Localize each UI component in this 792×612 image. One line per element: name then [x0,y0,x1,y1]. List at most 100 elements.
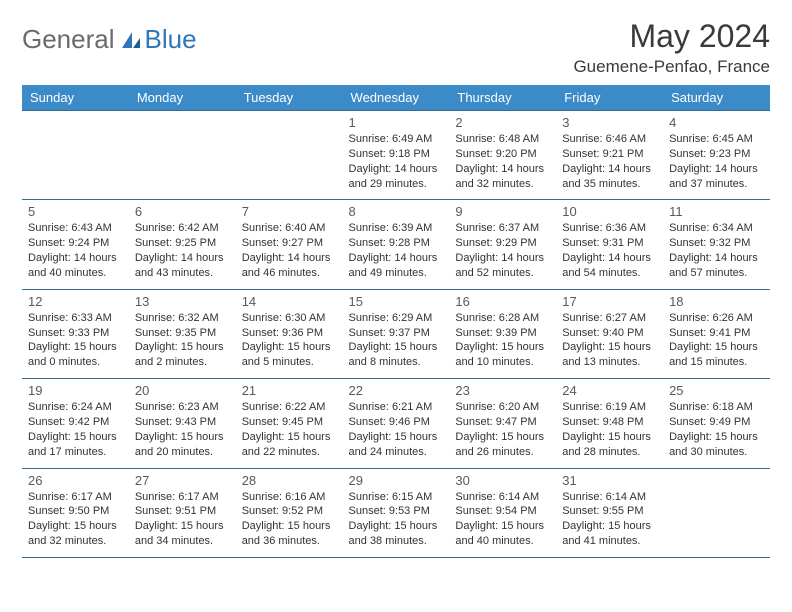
calendar-cell: 19 Sunrise: 6:24 AMSunset: 9:42 PMDayligh… [22,379,129,468]
day-number: 19 [28,383,123,398]
calendar-cell: 7Sunrise: 6:40 AMSunset: 9:27 PMDaylight… [236,200,343,289]
daylight-text: Daylight: 15 hours and 32 minutes. [28,519,123,549]
day-info: Sunrise: 6:45 AMSunset: 9:23 PMDaylight:… [669,132,764,191]
sunrise-text: Sunrise: 6:48 AM [455,132,550,147]
sunrise-text: Sunrise: 6:40 AM [242,221,337,236]
calendar-table: Sunday Monday Tuesday Wednesday Thursday… [22,85,770,558]
daylight-text: Daylight: 15 hours and 24 minutes. [349,430,444,460]
sunset-text: Sunset: 9:55 PM [562,504,657,519]
calendar-body: 1Sunrise: 6:49 AMSunset: 9:18 PMDaylight… [22,111,770,558]
sunset-text: Sunset: 9:29 PM [455,236,550,251]
day-info: Sunrise: 6:18 AMSunset: 9:49 PMDaylight:… [669,400,764,459]
sunrise-text: Sunrise: 6:27 AM [562,311,657,326]
sunrise-text: Sunrise: 6:21 AM [349,400,444,415]
day-header-mon: Monday [129,85,236,111]
day-number: 17 [562,294,657,309]
daylight-text: Daylight: 14 hours and 35 minutes. [562,162,657,192]
day-header-thu: Thursday [449,85,556,111]
sunset-text: Sunset: 9:46 PM [349,415,444,430]
calendar-cell: 11Sunrise: 6:34 AMSunset: 9:32 PMDayligh… [663,200,770,289]
daylight-text: Daylight: 15 hours and 15 minutes. [669,340,764,370]
day-info: Sunrise: 6:46 AMSunset: 9:21 PMDaylight:… [562,132,657,191]
day-number: 18 [669,294,764,309]
day-number: 26 [28,473,123,488]
sunset-text: Sunset: 9:35 PM [135,326,230,341]
day-number: 8 [349,204,444,219]
calendar-cell: 18Sunrise: 6:26 AMSunset: 9:41 PMDayligh… [663,289,770,378]
calendar-cell: 2Sunrise: 6:48 AMSunset: 9:20 PMDaylight… [449,111,556,200]
day-info: Sunrise: 6:14 AMSunset: 9:55 PMDaylight:… [562,490,657,549]
sunset-text: Sunset: 9:42 PM [28,415,123,430]
sunset-text: Sunset: 9:27 PM [242,236,337,251]
day-number: 9 [455,204,550,219]
logo-text-general: General [22,24,115,55]
title-block: May 2024 Guemene-Penfao, France [573,18,770,77]
sunset-text: Sunset: 9:20 PM [455,147,550,162]
daylight-text: Daylight: 15 hours and 5 minutes. [242,340,337,370]
daylight-text: Daylight: 15 hours and 36 minutes. [242,519,337,549]
daylight-text: Daylight: 14 hours and 46 minutes. [242,251,337,281]
calendar-week: 1Sunrise: 6:49 AMSunset: 9:18 PMDaylight… [22,111,770,200]
calendar-cell: 29Sunrise: 6:15 AMSunset: 9:53 PMDayligh… [343,468,450,557]
daylight-text: Daylight: 15 hours and 8 minutes. [349,340,444,370]
sunset-text: Sunset: 9:53 PM [349,504,444,519]
sunrise-text: Sunrise: 6:37 AM [455,221,550,236]
calendar-cell: 17Sunrise: 6:27 AMSunset: 9:40 PMDayligh… [556,289,663,378]
day-number: 13 [135,294,230,309]
day-header-tue: Tuesday [236,85,343,111]
sunset-text: Sunset: 9:31 PM [562,236,657,251]
daylight-text: Daylight: 15 hours and 26 minutes. [455,430,550,460]
sunrise-text: Sunrise: 6:39 AM [349,221,444,236]
day-header-sun: Sunday [22,85,129,111]
calendar-cell: 15Sunrise: 6:29 AMSunset: 9:37 PMDayligh… [343,289,450,378]
sunrise-text: Sunrise: 6:23 AM [135,400,230,415]
calendar-cell: 27Sunrise: 6:17 AMSunset: 9:51 PMDayligh… [129,468,236,557]
day-info: Sunrise: 6:32 AMSunset: 9:35 PMDaylight:… [135,311,230,370]
day-info: Sunrise: 6:17 AMSunset: 9:50 PMDaylight:… [28,490,123,549]
day-number: 29 [349,473,444,488]
sunrise-text: Sunrise: 6:17 AM [135,490,230,505]
day-info: Sunrise: 6:24 AMSunset: 9:42 PMDaylight:… [28,400,123,459]
daylight-text: Daylight: 15 hours and 28 minutes. [562,430,657,460]
sunrise-text: Sunrise: 6:45 AM [669,132,764,147]
day-number: 12 [28,294,123,309]
calendar-cell: 23Sunrise: 6:20 AMSunset: 9:47 PMDayligh… [449,379,556,468]
day-number: 14 [242,294,337,309]
sunset-text: Sunset: 9:24 PM [28,236,123,251]
calendar-cell: 22Sunrise: 6:21 AMSunset: 9:46 PMDayligh… [343,379,450,468]
sunrise-text: Sunrise: 6:17 AM [28,490,123,505]
calendar-cell: 28 Sunrise: 6:16 AMSunset: 9:52 PMDayligh… [236,468,343,557]
sunrise-text: Sunrise: 6:14 AM [562,490,657,505]
daylight-text: Daylight: 15 hours and 38 minutes. [349,519,444,549]
day-info: Sunrise: 6:29 AMSunset: 9:37 PMDaylight:… [349,311,444,370]
daylight-text: Daylight: 14 hours and 43 minutes. [135,251,230,281]
day-header-wed: Wednesday [343,85,450,111]
sunset-text: Sunset: 9:21 PM [562,147,657,162]
day-info: Sunrise: 6:16 AMSunset: 9:52 PMDaylight:… [242,490,337,549]
day-info: Sunrise: 6:22 AMSunset: 9:45 PMDaylight:… [242,400,337,459]
sunset-text: Sunset: 9:36 PM [242,326,337,341]
logo-sail-icon [120,30,142,50]
day-number: 28 [242,473,337,488]
daylight-text: Daylight: 14 hours and 32 minutes. [455,162,550,192]
day-info: Sunrise: 6:21 AMSunset: 9:46 PMDaylight:… [349,400,444,459]
calendar-cell [129,111,236,200]
calendar-cell: 31Sunrise: 6:14 AMSunset: 9:55 PMDayligh… [556,468,663,557]
sunrise-text: Sunrise: 6:19 AM [562,400,657,415]
daylight-text: Daylight: 15 hours and 20 minutes. [135,430,230,460]
day-info: Sunrise: 6:23 AMSunset: 9:43 PMDaylight:… [135,400,230,459]
calendar-cell [663,468,770,557]
day-info: Sunrise: 6:33 AMSunset: 9:33 PMDaylight:… [28,311,123,370]
calendar-week: 26 Sunrise: 6:17 AMSunset: 9:50 PMDayligh… [22,468,770,557]
daylight-text: Daylight: 14 hours and 57 minutes. [669,251,764,281]
day-info: Sunrise: 6:19 AMSunset: 9:48 PMDaylight:… [562,400,657,459]
sunset-text: Sunset: 9:49 PM [669,415,764,430]
logo: General Blue [22,18,197,55]
sunset-text: Sunset: 9:54 PM [455,504,550,519]
page-header: General Blue May 2024 Guemene-Penfao, Fr… [22,18,770,77]
day-number: 16 [455,294,550,309]
day-number: 27 [135,473,230,488]
day-info: Sunrise: 6:49 AMSunset: 9:18 PMDaylight:… [349,132,444,191]
sunrise-text: Sunrise: 6:28 AM [455,311,550,326]
daylight-text: Daylight: 15 hours and 17 minutes. [28,430,123,460]
